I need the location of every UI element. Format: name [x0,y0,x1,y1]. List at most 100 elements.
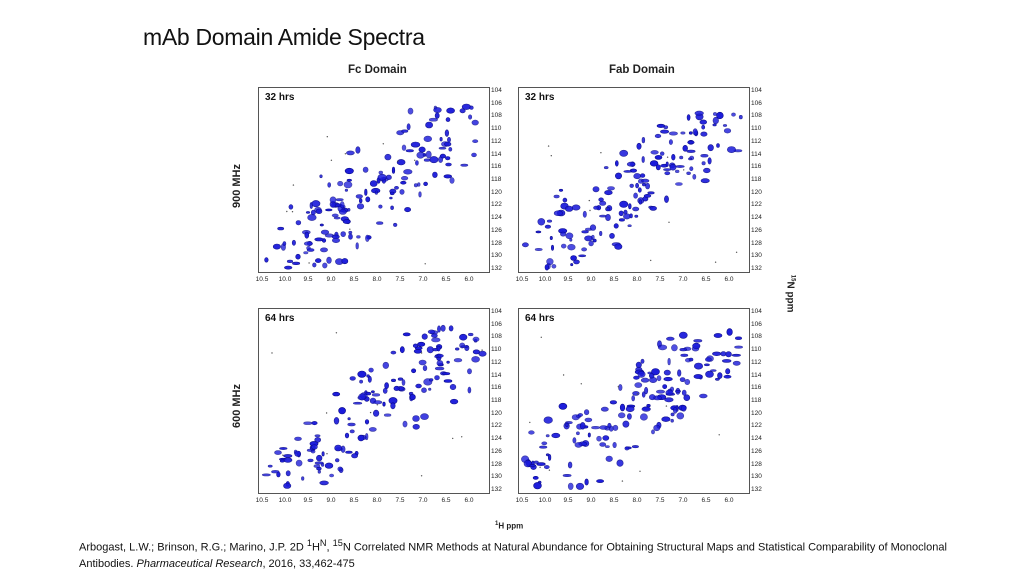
peak-contour [567,244,576,251]
peak-contour [372,409,380,417]
peak-contour [577,413,584,417]
noise-dot [605,207,608,209]
x-tick-label: 8.0 [632,497,642,504]
peak-contour [390,350,397,355]
peak-contour [288,204,294,210]
peak-contour [417,341,426,347]
peak-contour [703,167,711,174]
peak-contour [400,180,407,185]
y-tick-label: 110 [751,346,762,354]
peak-contour [679,377,686,382]
noise-dot [580,383,582,385]
peak-contour [592,238,597,243]
peak-contour [357,370,367,378]
peak-contour [694,362,704,370]
peak-contour [331,234,340,239]
peak-contour [428,117,438,122]
peak-contour [384,153,392,161]
x-tick-label: 9.5 [303,276,313,283]
peak-contour [274,450,282,455]
peak-contour [592,186,600,193]
y-tick-label: 130 [491,252,502,260]
y-tick-label: 108 [751,112,762,120]
peak-contour [365,391,372,396]
peak-contour [632,206,640,212]
peak-contour [619,200,629,208]
peak-contour [661,416,671,422]
noise-dot [292,184,295,186]
noise-dot [335,332,338,334]
y-tick-label: 130 [751,252,762,260]
peak-contour [472,336,480,342]
peak-contour [413,183,418,188]
peak-contour [365,196,371,203]
peak-contour [619,149,629,157]
spectrum-panel-fc-900: 32 hrs [258,87,490,273]
peak-contour [436,360,444,367]
peak-contour [320,229,330,235]
peak-contour [391,166,396,174]
peak-contour [459,333,468,341]
x-tick-label: 6.5 [701,497,711,504]
peak-contour [548,454,552,461]
peak-contour [738,115,743,120]
y-tick-label: 132 [751,265,762,272]
noise-dot [420,352,423,354]
column-title-fab: Fab Domain [609,64,675,76]
peak-contour [654,133,662,139]
y-tick-label: 106 [491,99,502,107]
peak-contour [560,231,567,237]
peak-contour [687,140,695,145]
peak-contour [576,431,580,436]
peak-contour [314,434,321,438]
peak-contour [645,182,651,190]
peak-contour [443,379,453,383]
peak-contour [544,224,552,229]
noise-dot [308,262,310,264]
journal-name: Pharmaceutical Research [136,557,263,570]
peak-contour [358,393,366,401]
peak-contour [660,151,665,156]
peak-contour [596,479,604,483]
noise-dot [600,152,602,154]
peak-contour [699,119,708,125]
peak-contour [651,429,655,435]
peak-contour [615,160,619,167]
peak-contour [671,344,678,352]
peak-contour [356,203,365,210]
peak-contour [311,200,321,208]
peak-contour [314,237,324,242]
peak-contour [700,178,710,184]
peak-contour [434,375,440,381]
peak-contour [418,191,422,198]
peak-contour [410,141,421,148]
peak-contour [468,114,473,120]
peak-contour [717,372,723,379]
peak-contour [588,240,594,247]
peak-contour [401,175,409,181]
y-tick-label: 126 [751,226,762,234]
peak-contour [551,432,561,439]
peak-contour [553,210,564,216]
peak-contour [543,465,550,470]
x-tick-label: 8.5 [349,276,359,283]
peak-contour [422,365,428,372]
peak-contour [553,194,560,199]
noise-dot [718,434,720,436]
peak-contour [643,194,652,198]
y-tick-label: 124 [491,435,502,443]
peak-contour [704,357,712,362]
peak-contour [731,353,741,357]
noise-dot [452,437,454,440]
peak-contour [641,156,645,163]
peak-contour [303,251,309,255]
peak-contour [367,375,372,383]
peak-contour [373,400,383,405]
peak-contour [627,413,632,420]
peak-contour [339,201,345,209]
y-tick-label: 108 [751,333,762,341]
peak-contour [365,433,369,441]
peak-contour [579,422,586,430]
y-tick-label: 106 [751,320,762,328]
peak-contour [295,459,303,467]
